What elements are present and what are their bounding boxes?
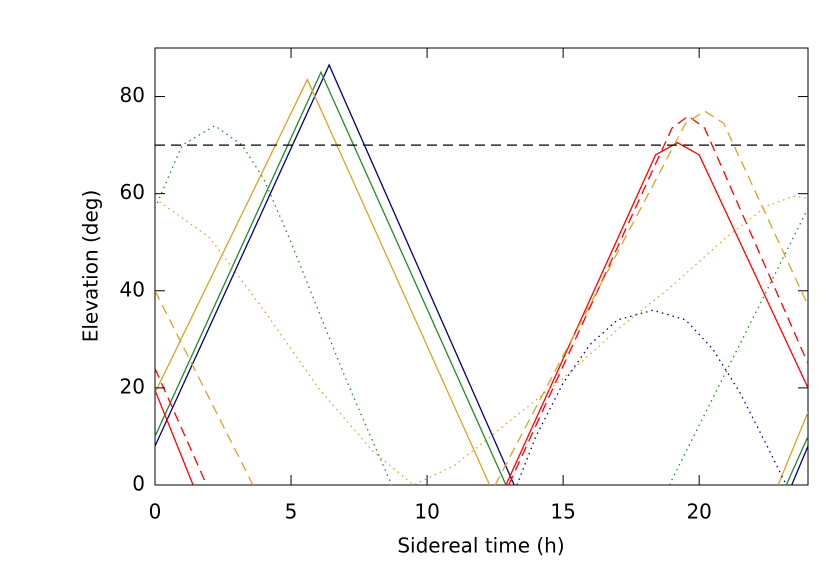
series-line: [155, 124, 808, 485]
y-tick-label: 60: [120, 180, 145, 204]
series-line: [155, 63, 808, 485]
y-axis-label: Elevation (deg): [79, 190, 103, 343]
y-tick-label: 40: [120, 277, 145, 301]
y-tick-label: 80: [120, 83, 145, 107]
y-tick-label: 0: [132, 472, 145, 496]
series-line: [516, 309, 787, 485]
series-line: [155, 78, 808, 485]
x-tick-label: 15: [550, 500, 575, 524]
series-line: [155, 141, 808, 485]
plot-frame: [154, 47, 809, 486]
x-tick-label: 20: [686, 500, 711, 524]
series-line: [155, 195, 808, 485]
series-line: [155, 70, 808, 485]
y-tick-label: 20: [120, 374, 145, 398]
series-line: [155, 110, 808, 485]
x-tick-label: 0: [149, 500, 162, 524]
x-tick-label: 10: [414, 500, 439, 524]
plot-area: [155, 63, 808, 485]
x-tick-label: 5: [285, 500, 298, 524]
x-axis-label: Sidereal time (h): [397, 534, 564, 558]
